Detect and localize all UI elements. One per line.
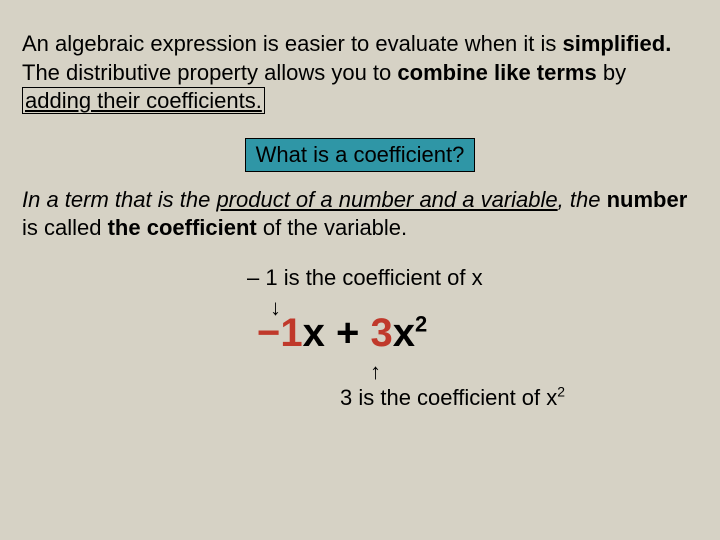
intro-text-1: An algebraic expression is easier to eva… <box>22 31 563 56</box>
intro-paragraph: An algebraic expression is easier to eva… <box>22 30 698 116</box>
question-container: What is a coefficient? <box>22 138 698 172</box>
arrow-up-icon: ↑ <box>370 361 381 383</box>
expr-coef-3: 3 <box>370 311 392 355</box>
bottom-annotation-text: 3 is the coefficient of x <box>340 385 557 410</box>
top-annotation: – 1 is the coefficient of x <box>247 265 483 291</box>
intro-bold-simplified: simplified. <box>563 31 672 56</box>
expr-minus: − <box>257 311 280 355</box>
expr-var-x2: x <box>393 311 415 355</box>
definition-paragraph: In a term that is the product of a numbe… <box>22 186 698 243</box>
question-box: What is a coefficient? <box>245 138 476 172</box>
expr-plus: + <box>325 311 371 355</box>
expr-exponent: 2 <box>415 312 427 337</box>
def-bold-number: number <box>607 187 688 212</box>
def-underline-1: product of a number and a variable <box>216 187 557 212</box>
intro-boxed-phrase: adding their coefficients. <box>22 87 265 114</box>
bottom-annotation-sup: 2 <box>557 384 565 400</box>
coefficient-example: – 1 is the coefficient of x ↓ −1x + 3x2 … <box>22 265 698 505</box>
expr-var-x1: x <box>303 311 325 355</box>
def-text-3: is called <box>22 215 108 240</box>
expression: −1x + 3x2 <box>257 311 427 356</box>
intro-text-3: by <box>597 60 626 85</box>
expr-coef-1: 1 <box>280 311 302 355</box>
def-text-4: of the variable. <box>257 215 407 240</box>
bottom-annotation: 3 is the coefficient of x2 <box>340 385 565 411</box>
intro-text-2: The distributive property allows you to <box>22 60 397 85</box>
def-bold-coefficient: the coefficient <box>108 215 257 240</box>
intro-bold-combine: combine like terms <box>397 60 596 85</box>
def-text-1: In a term that is the <box>22 187 216 212</box>
def-text-2: , the <box>558 187 607 212</box>
